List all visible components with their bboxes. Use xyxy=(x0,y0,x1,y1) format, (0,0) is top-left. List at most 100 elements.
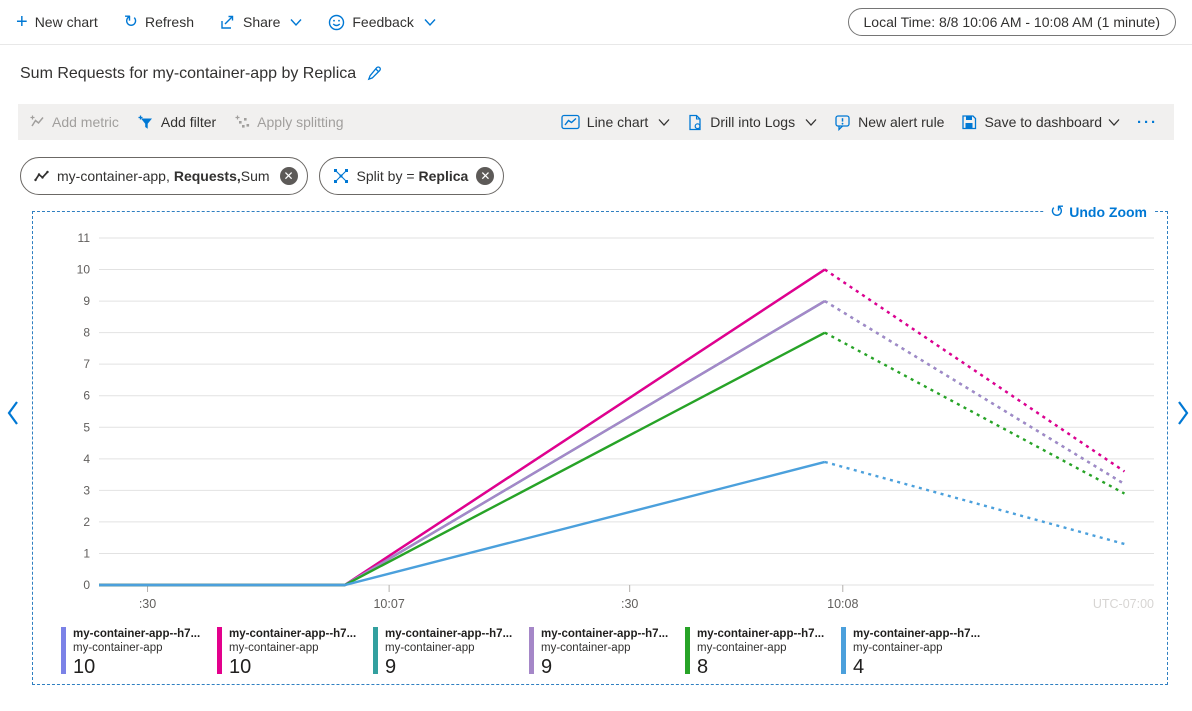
legend-item[interactable]: my-container-app--h7... my-container-app… xyxy=(61,627,217,679)
svg-text:1: 1 xyxy=(83,546,90,560)
split-by-label: Split by = xyxy=(356,168,415,184)
legend-sum-value: 8 xyxy=(697,656,709,678)
edit-title-pencil-icon[interactable] xyxy=(366,65,383,82)
refresh-button[interactable]: ↻ Refresh xyxy=(124,12,194,32)
next-chart-chevron[interactable] xyxy=(1176,399,1190,427)
plus-icon: + xyxy=(16,11,28,33)
save-to-dashboard-dropdown[interactable]: Save to dashboard xyxy=(961,114,1120,130)
local-time-label: Local Time: 8/8 10:06 AM - 10:08 AM (1 m… xyxy=(863,14,1160,30)
share-icon xyxy=(220,14,236,30)
chart-type-dropdown[interactable]: Line chart xyxy=(561,114,670,130)
chart-section: ↺ Undo Zoom 0 1 2 3 4 5 6 7 8 9 10 11:30 10:07:30 10:… xyxy=(0,202,1192,711)
add-filter-icon xyxy=(138,115,154,130)
legend-series-name: my-container-app--h7... xyxy=(853,628,981,640)
add-metric-button[interactable]: Add metric xyxy=(30,114,119,130)
previous-chart-chevron[interactable] xyxy=(6,399,20,427)
legend-resource-name: my-container-app xyxy=(853,642,943,654)
add-filter-label: Add filter xyxy=(160,114,217,130)
svg-text:5: 5 xyxy=(83,420,90,434)
remove-metric-button[interactable]: ✕ xyxy=(279,167,298,185)
metric-scope: my-container-app, xyxy=(57,168,170,184)
legend-resource-name: my-container-app xyxy=(697,642,787,654)
smiley-icon xyxy=(328,14,345,31)
svg-text:6: 6 xyxy=(83,389,90,403)
new-chart-button[interactable]: + New chart xyxy=(16,11,98,33)
apply-splitting-icon xyxy=(235,115,250,129)
chevron-down-icon xyxy=(805,118,817,127)
svg-text:0: 0 xyxy=(83,578,90,592)
chart-toolbar: Add metric Add filter Apply splitting Li… xyxy=(18,104,1174,140)
legend-sum-value: 10 xyxy=(73,656,96,678)
svg-text:11: 11 xyxy=(78,231,91,245)
more-commands-button[interactable]: ··· xyxy=(1137,114,1158,131)
apply-splitting-label: Apply splitting xyxy=(257,114,344,130)
time-range-picker[interactable]: Local Time: 8/8 10:06 AM - 10:08 AM (1 m… xyxy=(847,8,1176,36)
split-by-value: Replica xyxy=(418,168,469,184)
new-chart-label: New chart xyxy=(34,14,98,30)
remove-split-button[interactable]: ✕ xyxy=(476,167,495,185)
metric-pill-text: my-container-app, Requests,Sum xyxy=(57,168,272,184)
alert-icon xyxy=(834,114,851,131)
legend-item[interactable]: my-container-app--h7... my-container-app… xyxy=(841,627,997,679)
chart-title-row: Sum Requests for my-container-app by Rep… xyxy=(0,45,1192,85)
chart-type-label: Line chart xyxy=(586,114,649,130)
feedback-label: Feedback xyxy=(352,14,414,30)
share-menu-button[interactable]: Share xyxy=(220,14,302,30)
svg-text::30: :30 xyxy=(621,597,638,611)
drill-into-logs-dropdown[interactable]: Drill into Logs xyxy=(687,114,817,131)
refresh-icon: ↻ xyxy=(123,12,138,31)
legend-color-bar xyxy=(61,627,66,674)
page-title: Sum Requests for my-container-app by Rep… xyxy=(20,64,357,82)
legend-item[interactable]: my-container-app--h7... my-container-app… xyxy=(685,627,841,679)
legend-sum-value: 10 xyxy=(229,656,252,678)
metric-aggregation: Sum xyxy=(240,168,270,184)
chevron-down-icon xyxy=(290,18,302,27)
save-to-dashboard-label: Save to dashboard xyxy=(984,114,1102,130)
add-metric-icon xyxy=(30,115,45,129)
filter-pills-row: my-container-app, Requests,Sum ✕ Split by… xyxy=(20,157,1192,195)
undo-zoom-button[interactable]: ↺ Undo Zoom xyxy=(1043,202,1153,222)
svg-text:9: 9 xyxy=(83,294,90,308)
legend-sum-value: 9 xyxy=(385,656,397,678)
legend-series-name: my-container-app--h7... xyxy=(541,628,669,640)
legend-color-bar xyxy=(529,627,534,674)
split-by-pill[interactable]: Split by = Replica ✕ xyxy=(318,157,505,195)
legend-series-name: my-container-app--h7... xyxy=(73,628,201,640)
legend-series-name: my-container-app--h7... xyxy=(697,628,825,640)
legend-sum-value: 9 xyxy=(541,656,553,678)
chart-legend: my-container-app--h7... my-container-app… xyxy=(61,627,997,679)
save-icon xyxy=(961,114,977,130)
chart-zoom-region[interactable]: ↺ Undo Zoom 0 1 2 3 4 5 6 7 8 9 10 11:30 10:07:30 10:… xyxy=(32,202,1168,685)
legend-series-name: my-container-app--h7... xyxy=(385,628,513,640)
legend-resource-name: my-container-app xyxy=(73,642,163,654)
legend-resource-name: my-container-app xyxy=(385,642,475,654)
share-label: Share xyxy=(243,14,281,30)
metric-name: Requests, xyxy=(173,168,241,184)
legend-item[interactable]: my-container-app--h7... my-container-app… xyxy=(217,627,373,679)
legend-item[interactable]: my-container-app--h7... my-container-app… xyxy=(529,627,685,679)
legend-sum-value: 4 xyxy=(853,656,865,678)
feedback-menu-button[interactable]: Feedback xyxy=(328,14,436,31)
chart-toolbar-right: Line chart Drill into Logs New alert rul… xyxy=(561,114,1162,131)
svg-text:4: 4 xyxy=(83,452,90,466)
chevron-down-icon xyxy=(1108,118,1120,127)
chevron-down-icon xyxy=(424,18,436,27)
legend-color-bar xyxy=(373,627,378,674)
split-pill-text: Split by = Replica xyxy=(357,168,469,184)
legend-resource-name: my-container-app xyxy=(229,642,319,654)
svg-text:UTC-07:00: UTC-07:00 xyxy=(1093,597,1154,611)
undo-zoom-label: Undo Zoom xyxy=(1069,204,1147,220)
line-chart-plot[interactable]: 0 1 2 3 4 5 6 7 8 9 10 11:30 10:07:30 10:08 UTC-07:00 xyxy=(33,212,1167,626)
svg-text:10:08: 10:08 xyxy=(827,597,858,611)
legend-item[interactable]: my-container-app--h7... my-container-app… xyxy=(373,627,529,679)
ellipsis-icon: ··· xyxy=(1137,113,1158,131)
legend-resource-name: my-container-app xyxy=(541,642,631,654)
metric-pill[interactable]: my-container-app, Requests,Sum ✕ xyxy=(20,157,308,195)
svg-text:10: 10 xyxy=(77,263,91,277)
apply-splitting-button[interactable]: Apply splitting xyxy=(235,114,344,130)
refresh-label: Refresh xyxy=(144,14,194,30)
new-alert-rule-button[interactable]: New alert rule xyxy=(834,114,944,131)
add-filter-button[interactable]: Add filter xyxy=(138,114,216,130)
svg-text:2: 2 xyxy=(83,515,90,529)
drill-into-logs-label: Drill into Logs xyxy=(710,114,796,130)
